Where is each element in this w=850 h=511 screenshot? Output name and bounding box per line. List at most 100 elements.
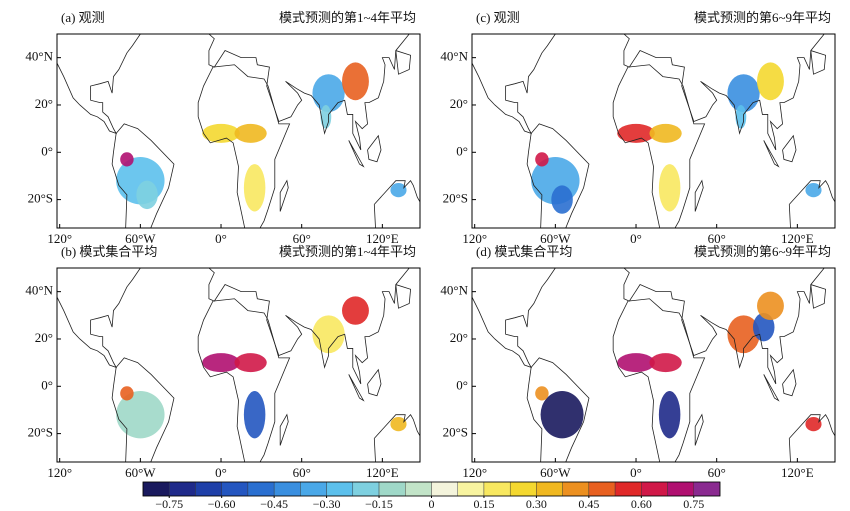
lat-tick-label: 20° (450, 96, 468, 111)
lon-tick-label: 120° (47, 465, 72, 480)
colorbar-tick-label: −0.15 (365, 497, 393, 511)
coastline (782, 134, 797, 163)
panel-title-right: 模式预测的第6~9年平均 (694, 244, 831, 259)
coastline (279, 179, 289, 212)
field-patch (312, 315, 345, 354)
field-patch (658, 164, 681, 212)
coastline (373, 414, 420, 462)
lon-tick-label: 60° (293, 465, 311, 480)
lat-tick-label: 40°N (440, 49, 468, 64)
lon-tick-label: 120°E (781, 465, 814, 480)
lon-tick-label: 60° (293, 231, 311, 246)
coastline (111, 357, 175, 462)
field-patch (735, 104, 747, 129)
field-patch (805, 417, 822, 432)
lat-tick-label: 40°N (440, 283, 468, 298)
lat-tick-label: 0° (41, 377, 53, 392)
coastline (472, 268, 556, 369)
map-panel (472, 34, 835, 228)
map-panel (57, 268, 420, 462)
coastline (373, 180, 420, 228)
coastline (782, 368, 797, 397)
coastline (763, 374, 780, 402)
lat-tick-label: 20° (35, 330, 53, 345)
colorbar-tick-label: 0.75 (683, 497, 704, 511)
lat-tick-label: 0° (456, 143, 468, 158)
field-patch (390, 183, 407, 198)
map-panel (472, 268, 835, 462)
coastline (367, 368, 382, 397)
field-patch (116, 391, 165, 439)
coastline (612, 64, 706, 228)
field-patch (649, 123, 682, 143)
lat-tick-label: 20°S (28, 191, 53, 206)
colorbar-swatch (614, 481, 642, 497)
colorbar-tick-label: −0.75 (155, 497, 183, 511)
coastline (57, 34, 141, 135)
lon-tick-label: 60°W (125, 465, 156, 480)
field-patch (551, 185, 573, 214)
lon-tick-label: 0° (630, 465, 642, 480)
panel-title-left: (d) 模式集合平均 (476, 244, 572, 259)
coastline (208, 268, 410, 385)
colorbar-tick-label: 0 (429, 497, 435, 511)
coastline (623, 34, 825, 151)
coastline (526, 357, 590, 462)
lon-tick-label: 0° (215, 465, 227, 480)
colorbar-swatch (457, 481, 485, 497)
lon-tick-label: 60°W (540, 231, 571, 246)
map-panel (57, 34, 420, 228)
lon-tick-label: 120° (462, 465, 487, 480)
colorbar-tick-label: 0.45 (578, 497, 599, 511)
coastline (197, 64, 291, 228)
colorbar-swatch (562, 481, 590, 497)
colorbar-swatch (588, 481, 616, 497)
field-patch (535, 152, 549, 167)
coastline (348, 140, 365, 168)
coastline (526, 123, 590, 228)
colorbar-swatch (300, 481, 327, 497)
panel-frame (56, 267, 421, 463)
field-patch (312, 74, 345, 113)
colorbar-tick-label: 0.15 (473, 497, 494, 511)
field-patch (243, 164, 266, 212)
field-patch (202, 123, 240, 143)
field-patch (727, 315, 760, 354)
panel-title-right: 模式预测的第1~4年平均 (279, 244, 416, 259)
field-patch (202, 353, 240, 373)
coastline (472, 34, 556, 135)
field-patch (658, 391, 681, 439)
colorbar-tick-label: −0.45 (260, 497, 288, 511)
field-patch (757, 62, 784, 101)
coastline (111, 123, 175, 228)
coastline (788, 414, 835, 462)
lon-tick-label: 60°W (540, 465, 571, 480)
field-patch (757, 291, 784, 321)
colorbar-swatch (641, 481, 668, 497)
colorbar-tick-label: 0.30 (526, 497, 547, 511)
field-patch (727, 74, 760, 113)
coastline (395, 284, 412, 309)
colorbar-swatch (352, 481, 380, 497)
lon-tick-label: 0° (215, 231, 227, 246)
colorbar-swatch (405, 481, 432, 497)
field-patch (120, 386, 134, 401)
lat-tick-label: 20°S (28, 425, 53, 440)
coastline (367, 134, 382, 163)
field-patch (234, 353, 267, 373)
coastline (197, 298, 291, 462)
colorbar-swatch (536, 481, 563, 497)
coastline (694, 413, 704, 446)
coastline (810, 284, 827, 309)
coastline (57, 268, 141, 369)
field-patch (805, 183, 822, 198)
panel-title-left: (a) 观测 (61, 10, 105, 25)
lat-tick-label: 0° (456, 377, 468, 392)
lat-tick-label: 20°S (443, 425, 468, 440)
lat-tick-label: 40°N (25, 283, 53, 298)
coastline (208, 34, 410, 151)
panel-title-right: 模式预测的第6~9年平均 (694, 10, 831, 25)
field-patch (342, 62, 369, 101)
lon-tick-label: 60°W (125, 231, 156, 246)
colorbar-swatch (693, 481, 721, 497)
